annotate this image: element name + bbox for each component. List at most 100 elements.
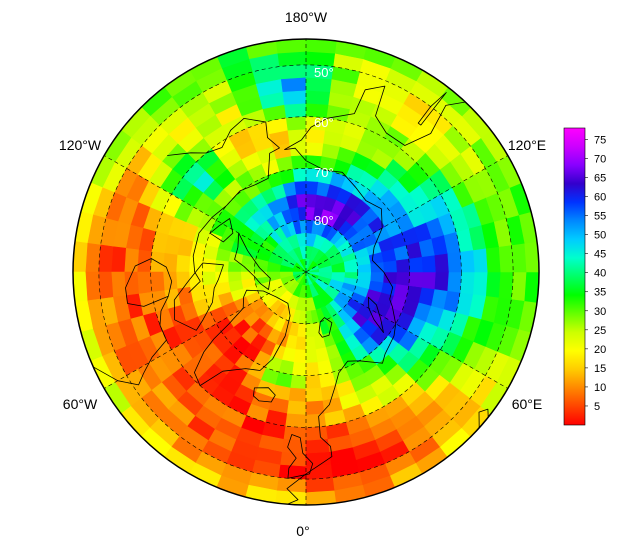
colorbar-tick-label: 25 (594, 325, 606, 337)
data-cell (421, 254, 436, 273)
lon-label-60e: 60°E (512, 396, 543, 412)
data-cell (305, 39, 337, 55)
data-cell (73, 271, 89, 303)
coastline (188, 147, 280, 293)
data-cell (111, 246, 127, 273)
data-cell (163, 253, 179, 273)
data-cell (215, 259, 230, 273)
data-cell (459, 271, 475, 295)
lon-label-60w: 60°W (63, 396, 98, 412)
data-cell (395, 271, 410, 286)
graticule (98, 39, 514, 505)
lon-label-180w: 180°W (285, 9, 328, 25)
data-cell (290, 374, 307, 389)
colorbar-tick-label: 60 (594, 192, 606, 204)
coastline (209, 218, 234, 243)
data-cell (176, 271, 191, 290)
data-cell (510, 242, 527, 273)
data-cell (278, 64, 307, 80)
colorbar: 75 70 65 60 55 50 45 40 35 30 25 20 15 10 5 (563, 127, 606, 426)
data-cell (433, 271, 449, 291)
data-cell (98, 271, 114, 300)
coastline (173, 262, 224, 331)
colorbar-tick-label: 70 (594, 153, 606, 165)
colorbar-tick-label: 30 (594, 306, 606, 318)
data-cell (283, 425, 307, 441)
lat-label-80: 80° (314, 213, 334, 228)
latitude-circle (98, 64, 514, 480)
data-cell (305, 258, 310, 273)
data-cell (433, 253, 449, 273)
coastline (263, 436, 333, 505)
data-cell (305, 348, 319, 363)
data-cell (305, 412, 327, 428)
data-cell (85, 242, 102, 273)
data-cell (202, 258, 217, 273)
colorbar-tick-label: 55 (594, 211, 606, 223)
data-cell (305, 489, 337, 505)
data-cell (137, 249, 153, 273)
data-cell (459, 249, 475, 273)
meridian-line (305, 155, 508, 273)
data-cell (305, 374, 322, 389)
colorbar-tick-label: 50 (594, 230, 606, 242)
data-cell (305, 193, 317, 209)
lat-label-70: 70° (314, 165, 334, 180)
colorbar-tick-label: 20 (594, 344, 606, 356)
data-cell (305, 90, 331, 106)
meridian-line (104, 155, 307, 273)
coastline (253, 387, 276, 403)
colorbar-tick-label: 15 (594, 363, 606, 375)
data-cell (421, 271, 436, 290)
data-cell (472, 247, 488, 273)
data-cell (285, 412, 307, 428)
lon-label-120e: 120°E (508, 137, 546, 153)
data-cell (137, 271, 153, 295)
data-cell (283, 103, 307, 119)
data-cell (293, 181, 307, 196)
lon-label-0: 0° (296, 523, 309, 539)
latitude-circle (202, 168, 410, 376)
data-cell (305, 425, 329, 441)
data-cell (292, 361, 307, 376)
lat-label-60: 60° (314, 115, 334, 130)
data-cell (305, 181, 319, 196)
data-cell (305, 387, 324, 402)
coastlines (92, 57, 489, 505)
data-cell (305, 476, 336, 493)
data-cell (305, 129, 325, 145)
colorbar-tick-label: 45 (594, 249, 606, 261)
data-cell (408, 271, 423, 288)
data-cell (73, 241, 89, 273)
colorbar-tick-label: 35 (594, 287, 606, 299)
meridian-line (104, 271, 307, 389)
data-cell (485, 271, 501, 298)
colorbar-tick-label: 10 (594, 382, 606, 394)
data-cell (369, 271, 385, 283)
data-cell (202, 271, 217, 286)
colorbar-tick-label: 5 (594, 401, 600, 413)
data-cell (408, 256, 423, 273)
coastline (284, 85, 479, 150)
data-cell (498, 244, 514, 273)
coastline (284, 147, 394, 300)
data-cell (287, 129, 307, 145)
data-cell (292, 168, 307, 183)
data-cell (280, 77, 307, 93)
data-cell (498, 271, 514, 300)
data-cell (276, 51, 307, 68)
data-cell (446, 251, 462, 273)
colorbar-gradient (563, 127, 586, 426)
data-cell (305, 142, 324, 157)
data-cell (305, 451, 332, 467)
latitude-circle (253, 219, 359, 325)
data-cell (275, 39, 307, 55)
map-boundary (72, 38, 540, 506)
coastline (194, 289, 291, 386)
map-disk (73, 39, 539, 505)
lat-label-50: 50° (314, 65, 334, 80)
coastline (417, 92, 447, 126)
colorbar-ticks: 75 70 65 60 55 50 45 40 35 30 25 20 15 10 5 (585, 134, 606, 413)
data-cell (446, 271, 462, 293)
data-cell (305, 361, 320, 376)
